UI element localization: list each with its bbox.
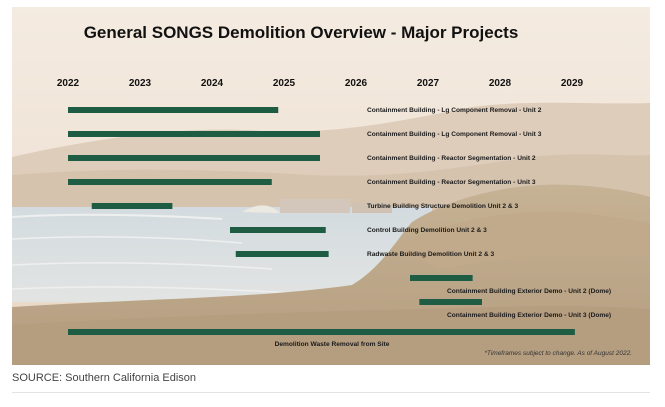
- task-bar: [68, 107, 279, 113]
- task-bar: [68, 329, 575, 335]
- task-label: Control Building Demolition Unit 2 & 3: [367, 227, 487, 234]
- chart-title: General SONGS Demolition Overview - Majo…: [84, 23, 519, 42]
- year-tick-label: 2022: [57, 78, 80, 89]
- task-bar: [230, 227, 326, 233]
- task-bar: [419, 299, 482, 305]
- task-label: Radwaste Building Demolition Unit 2 & 3: [367, 251, 494, 258]
- coastline-photo-background: [12, 7, 650, 365]
- task-label: Containment Building - Lg Component Remo…: [367, 131, 542, 138]
- year-tick-label: 2024: [201, 78, 224, 89]
- year-tick-label: 2028: [489, 78, 512, 89]
- year-axis: 2022 2023 2024 2025 2026 2027 2028 2029: [57, 78, 584, 89]
- task-label: Containment Building Exterior Demo - Uni…: [447, 288, 611, 295]
- timeframe-note: *Timeframes subject to change. As of Aug…: [484, 350, 632, 357]
- source-caption: SOURCE: Southern California Edison: [12, 372, 197, 384]
- year-tick-label: 2025: [273, 78, 296, 89]
- task-label: Turbine Building Structure Demolition Un…: [367, 203, 519, 210]
- task-bar: [68, 155, 320, 161]
- chart-layer: General SONGS Demolition Overview - Majo…: [57, 23, 632, 357]
- task-bar: [68, 179, 272, 185]
- task-bars: [68, 107, 575, 335]
- divider: [12, 392, 650, 393]
- gantt-chart: General SONGS Demolition Overview - Majo…: [12, 7, 650, 365]
- year-tick-label: 2023: [129, 78, 152, 89]
- year-tick-label: 2029: [561, 78, 584, 89]
- task-bar: [410, 275, 473, 281]
- task-label: Demolition Waste Removal from Site: [275, 341, 390, 348]
- year-tick-label: 2026: [345, 78, 368, 89]
- task-label: Containment Building - Lg Component Remo…: [367, 107, 542, 114]
- task-bar: [91, 203, 173, 209]
- task-labels: Containment Building - Lg Component Remo…: [275, 107, 612, 348]
- task-label: Containment Building - Reactor Segmentat…: [367, 155, 536, 162]
- task-label: Containment Building - Reactor Segmentat…: [367, 179, 536, 186]
- task-bar: [235, 251, 329, 257]
- task-label: Containment Building Exterior Demo - Uni…: [447, 312, 611, 319]
- year-tick-label: 2027: [417, 78, 440, 89]
- task-bar: [68, 131, 320, 137]
